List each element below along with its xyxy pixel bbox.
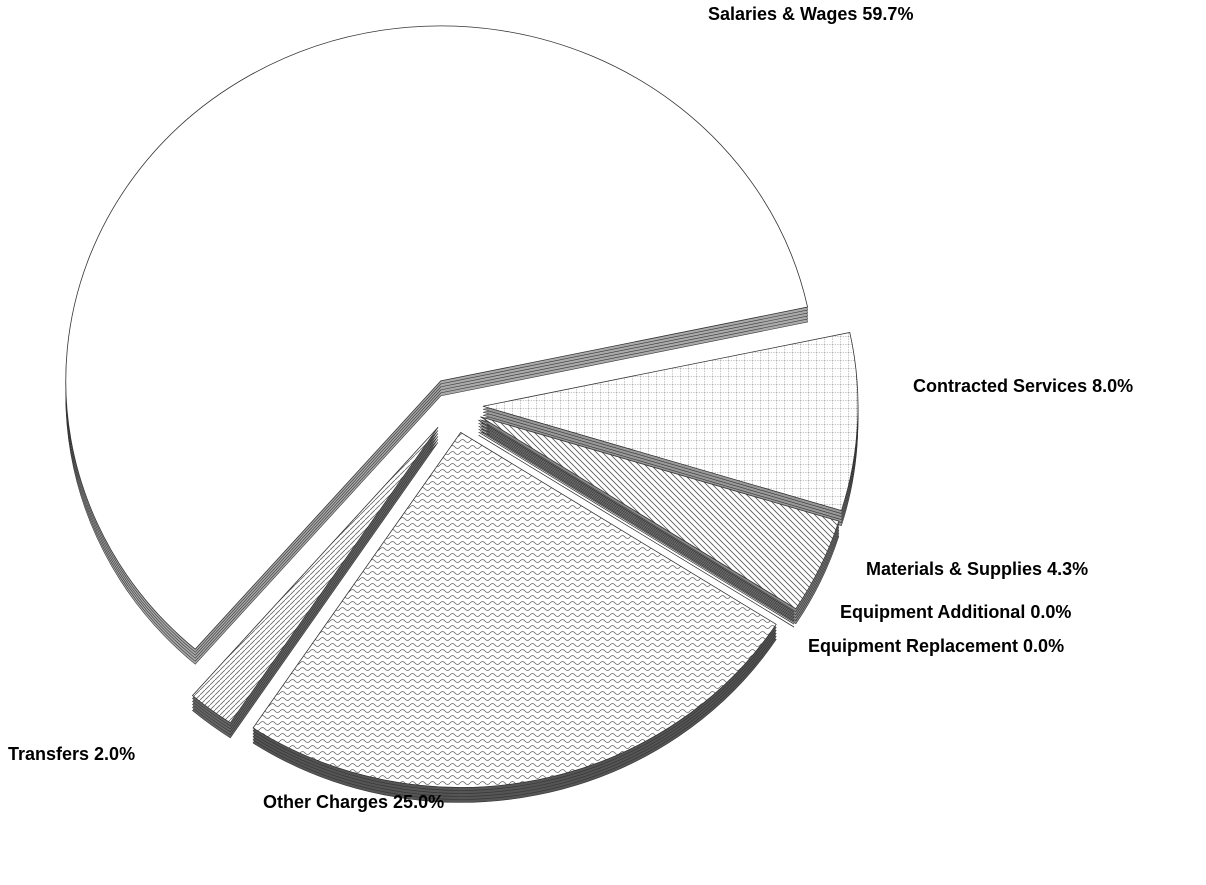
- slice-side: [478, 428, 795, 622]
- value-label: 8.0%: [1092, 376, 1133, 396]
- slice-label: Salaries & Wages 59.7%: [708, 4, 913, 24]
- slice: [482, 331, 859, 526]
- category-name: Salaries & Wages: [708, 4, 857, 24]
- slice-side: [478, 422, 795, 616]
- category-name: Equipment Additional: [840, 602, 1025, 622]
- slice-label: Equipment Additional 0.0%: [840, 602, 1071, 622]
- slice-top: [65, 25, 809, 650]
- slice-top: [191, 427, 439, 724]
- value-label: 2.0%: [94, 744, 135, 764]
- slice-top: [478, 419, 795, 613]
- slice-label: Other Charges 25.0%: [263, 792, 444, 812]
- category-name: Other Charges: [263, 792, 388, 812]
- category-name: Transfers: [8, 744, 89, 764]
- slice-label: Transfers 2.0%: [8, 744, 135, 764]
- slice: [252, 431, 777, 803]
- slice-top: [252, 431, 777, 788]
- value-label: 0.0%: [1030, 602, 1071, 622]
- category-name: Contracted Services: [913, 376, 1087, 396]
- category-name: Equipment Replacement: [808, 636, 1018, 656]
- category-name: Materials & Supplies: [866, 559, 1042, 579]
- value-label: 4.3%: [1047, 559, 1088, 579]
- slice-top: [482, 331, 859, 512]
- value-label: 0.0%: [1023, 636, 1064, 656]
- slice: [478, 419, 795, 628]
- slice-side: [478, 434, 795, 628]
- slice-side: [478, 425, 795, 619]
- slice-label: Materials & Supplies 4.3%: [866, 559, 1088, 579]
- value-label: 25.0%: [393, 792, 444, 812]
- slice: [480, 416, 840, 625]
- slice-side: [478, 431, 795, 625]
- slice-label: Equipment Replacement 0.0%: [808, 636, 1064, 656]
- slice: [65, 25, 809, 665]
- value-label: 59.7%: [862, 4, 913, 24]
- slice-label: Contracted Services 8.0%: [913, 376, 1133, 396]
- slice-top: [480, 416, 840, 610]
- slice: [191, 427, 439, 739]
